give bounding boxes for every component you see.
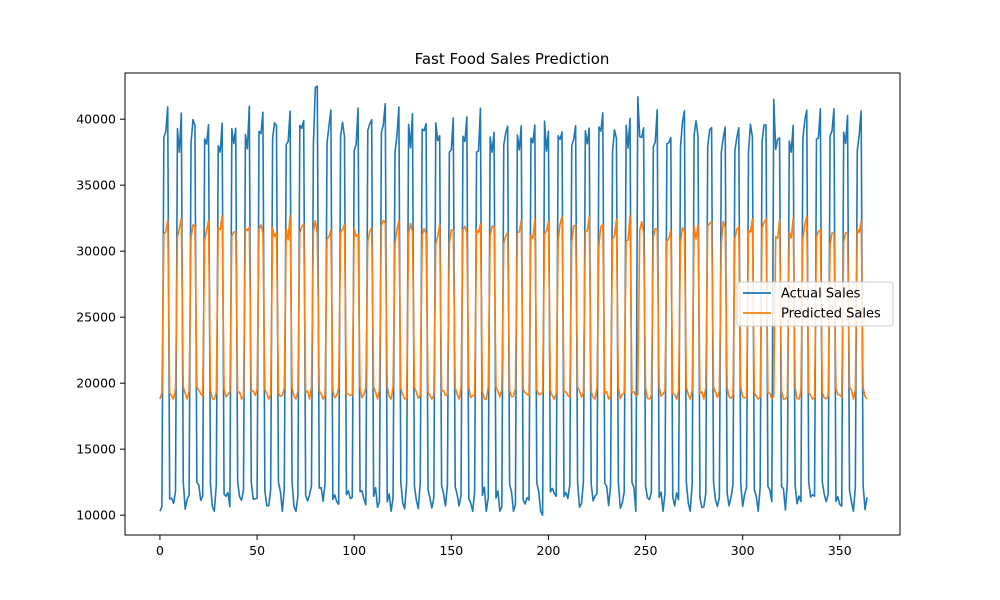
y-tick-label: 35000 bbox=[76, 178, 116, 193]
x-tick-label: 250 bbox=[634, 543, 658, 558]
x-tick-label: 350 bbox=[828, 543, 852, 558]
y-tick-label: 30000 bbox=[76, 244, 116, 259]
x-tick-label: 100 bbox=[342, 543, 366, 558]
legend-label: Predicted Sales bbox=[781, 307, 881, 322]
x-tick-label: 50 bbox=[249, 543, 265, 558]
series-lines bbox=[159, 85, 868, 517]
y-tick-label: 10000 bbox=[76, 508, 116, 523]
axes: 0 50 100 150 200 250 300 350 10000 15000 20000 2500… bbox=[76, 72, 901, 558]
y-tick-label: 20000 bbox=[76, 376, 116, 391]
series-line-predicted-sales bbox=[159, 214, 868, 400]
axes-frame bbox=[124, 72, 901, 536]
y-tick-label: 40000 bbox=[76, 112, 116, 127]
legend-label: Actual Sales bbox=[781, 287, 861, 302]
x-tick-label: 300 bbox=[731, 543, 755, 558]
legend: Actual Sales Predicted Sales bbox=[736, 281, 894, 327]
y-tick-label: 15000 bbox=[76, 442, 116, 457]
x-tick-label: 150 bbox=[439, 543, 463, 558]
x-tick-label: 200 bbox=[537, 543, 561, 558]
y-tick-label: 25000 bbox=[76, 310, 116, 325]
plot-area bbox=[159, 85, 868, 517]
x-tick-label: 0 bbox=[156, 543, 164, 558]
chart-title: Fast Food Sales Prediction bbox=[415, 50, 610, 68]
legend-box bbox=[736, 281, 894, 327]
